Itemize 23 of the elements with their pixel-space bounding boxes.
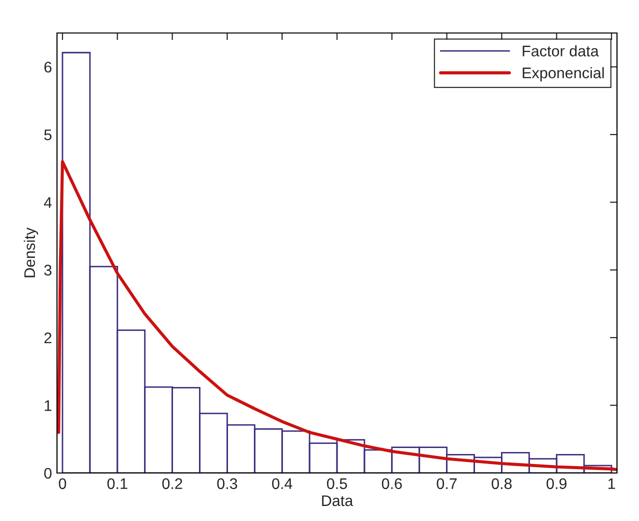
x-tick-label: 0.3 [217,478,238,490]
x-tick-label: 0.6 [382,478,402,490]
y-axis-title: Density [24,228,38,278]
x-tick-label: 1 [608,478,616,489]
x-tick-label: 0.4 [272,478,292,490]
y-tick-label: 5 [44,130,52,140]
x-tick-label: 0.9 [546,478,567,490]
legend-label: Factor data [522,45,599,56]
x-tick-label: 0.8 [492,478,512,490]
legend-label: Exponencial [522,67,604,82]
y-tick-label: 2 [44,332,52,344]
x-axis-title: Data [322,495,354,506]
x-tick-label: 0 [58,478,66,490]
y-tick-label: 0 [44,468,52,479]
x-tick-label: 0.1 [107,478,128,490]
x-tick-label: 0.5 [326,478,347,490]
y-tick-label: 6 [44,62,52,73]
y-tick-label: 1 [44,400,52,411]
line-series [57,160,617,472]
y-tick-label: 3 [44,264,52,276]
x-tick-label: 0.7 [436,478,457,490]
y-tick-label: 4 [44,197,52,208]
x-tick-label: 0.2 [162,478,182,490]
